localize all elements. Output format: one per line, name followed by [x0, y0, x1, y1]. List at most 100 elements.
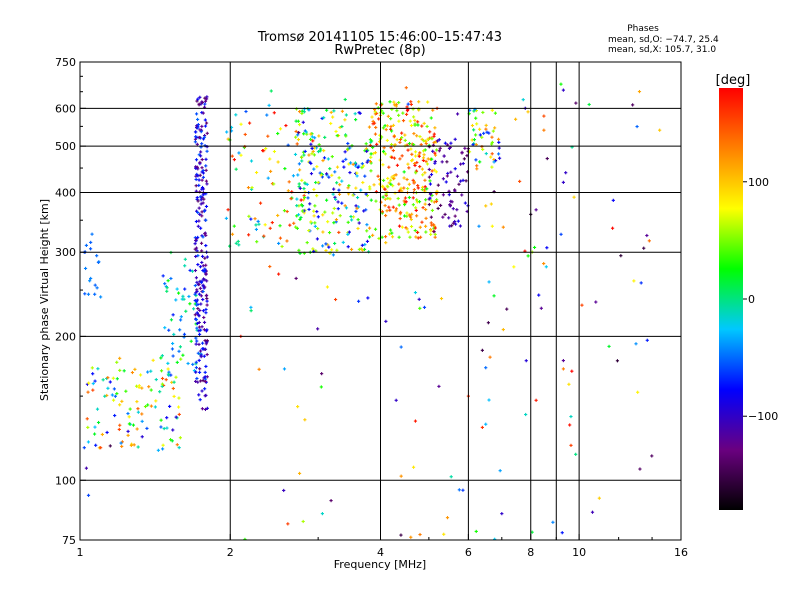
data-point [391, 184, 395, 188]
data-point [390, 155, 394, 159]
data-point [392, 135, 396, 139]
data-point [196, 224, 200, 228]
data-point [158, 390, 162, 394]
data-point [333, 170, 337, 174]
data-point [400, 135, 404, 140]
data-point [443, 212, 447, 217]
data-point [194, 342, 198, 346]
data-point [490, 142, 494, 146]
data-point [203, 124, 208, 128]
data-point [312, 187, 316, 192]
data-point [416, 183, 420, 188]
data-point [108, 444, 112, 448]
data-point [480, 425, 484, 430]
data-point [450, 224, 454, 228]
data-point [343, 118, 347, 122]
data-point [418, 225, 422, 229]
data-point [407, 195, 411, 200]
data-point [368, 159, 373, 164]
data-point [330, 173, 334, 177]
data-point [188, 302, 192, 306]
data-point [133, 367, 137, 371]
data-point [267, 103, 271, 107]
data-point [225, 130, 229, 134]
data-point [631, 103, 635, 107]
data-point [518, 179, 522, 183]
data-point [351, 162, 355, 166]
data-point [199, 241, 204, 245]
data-point [316, 226, 320, 231]
data-point [383, 203, 387, 208]
data-point [159, 425, 163, 429]
data-point [196, 174, 200, 178]
data-point [451, 207, 455, 211]
data-point [354, 186, 358, 190]
data-point [472, 138, 477, 142]
data-point [389, 142, 394, 147]
data-point [356, 299, 361, 303]
data-point [425, 162, 430, 166]
data-point [373, 227, 378, 231]
data-point [407, 182, 411, 186]
data-point [458, 162, 463, 166]
data-point [365, 239, 370, 243]
data-point [397, 235, 401, 239]
data-point [198, 367, 202, 371]
data-point [198, 160, 202, 165]
data-point [289, 197, 293, 201]
data-point [346, 245, 350, 249]
data-point [490, 224, 494, 228]
data-point [425, 124, 429, 129]
data-point [343, 204, 347, 208]
data-point [296, 133, 300, 137]
data-point [338, 183, 342, 187]
y-tick-label: 200 [55, 330, 76, 343]
data-point [374, 125, 378, 130]
data-point [501, 327, 505, 332]
data-point [341, 159, 345, 163]
data-point [410, 152, 414, 156]
data-point [542, 128, 546, 132]
data-point [397, 119, 401, 123]
data-point [179, 357, 183, 361]
data-point [391, 205, 395, 209]
data-point [205, 182, 209, 186]
data-point [365, 160, 369, 164]
data-point [386, 176, 390, 181]
data-point [261, 149, 265, 153]
data-point [389, 124, 393, 129]
data-point [204, 243, 208, 248]
data-point [199, 280, 204, 284]
data-point [474, 116, 478, 120]
data-point [196, 123, 200, 127]
data-point [354, 118, 358, 122]
data-point [246, 185, 251, 190]
data-point [464, 179, 468, 183]
data-point [544, 265, 548, 269]
data-point [497, 140, 501, 145]
data-point [406, 162, 410, 166]
data-point [309, 132, 313, 136]
data-point [389, 117, 393, 121]
data-point [405, 227, 409, 231]
data-point [453, 219, 457, 224]
data-point [424, 216, 428, 220]
data-point [366, 296, 370, 300]
data-point [344, 206, 349, 210]
data-point [384, 319, 388, 323]
data-point [472, 128, 476, 132]
data-point [149, 388, 153, 392]
data-point [106, 376, 110, 380]
data-point [254, 170, 259, 175]
data-point [484, 204, 488, 208]
data-point [424, 159, 428, 164]
data-point [112, 387, 116, 391]
data-point [313, 204, 317, 208]
colorbar [719, 88, 743, 510]
data-point [434, 199, 439, 204]
data-point [355, 171, 359, 175]
data-point [408, 119, 412, 123]
data-point [493, 111, 497, 115]
data-point [91, 388, 95, 392]
data-point [205, 255, 209, 259]
